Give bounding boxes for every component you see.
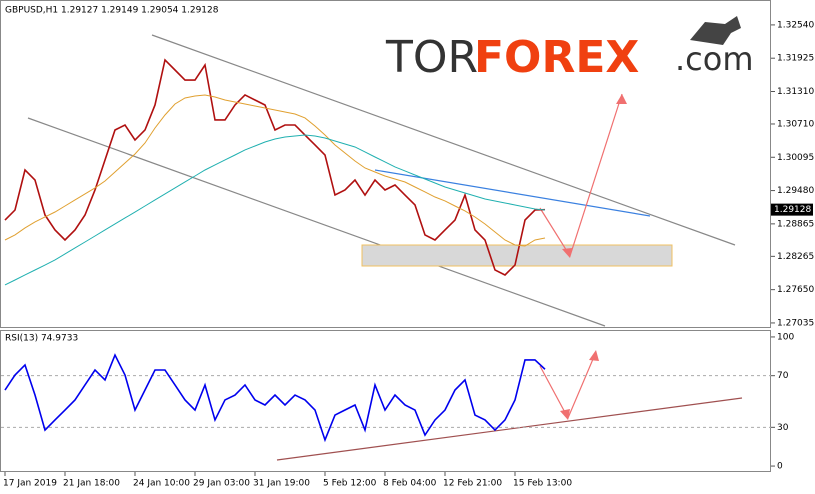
series-line (4, 94, 546, 247)
x-tick-label: 17 Jan 2019 (3, 479, 57, 489)
y-tick-label: 1.29480 (777, 186, 814, 196)
y-tick-label: 1.27035 (777, 318, 814, 328)
forecast-arrow (539, 93, 623, 258)
logo-forex: FOREX (474, 32, 639, 83)
series-line (4, 58, 546, 276)
chart-title: GBPUSD,H1 1.29127 1.29149 1.29054 1.2912… (5, 6, 219, 16)
arrow-head (562, 248, 572, 258)
last-price-box (771, 203, 813, 216)
y-tick-label: 1.28265 (777, 252, 814, 262)
y-tick-label: 1.28865 (777, 219, 814, 229)
x-tick-label: 29 Jan 03:00 (193, 479, 250, 489)
x-tick-label: 15 Feb 13:00 (513, 479, 572, 489)
y-tick-label: 1.31310 (777, 87, 814, 97)
arrow-head (616, 94, 627, 104)
channel-upper (151, 34, 736, 246)
x-tick-label: 12 Feb 21:00 (443, 479, 502, 489)
series-line (4, 134, 546, 286)
rsi-title: RSI(13) 74.9733 (5, 334, 78, 344)
last-price-label: 1.29128 (774, 205, 811, 215)
y-tick-label: 1.30710 (777, 119, 814, 129)
y-tick-label: 0 (777, 462, 783, 472)
y-tick-label: 70 (777, 371, 789, 381)
x-tick-label: 5 Feb 12:00 (323, 479, 377, 489)
logo-com: .com (675, 40, 754, 78)
y-tick-label: 1.32540 (777, 20, 814, 30)
y-tick-label: 30 (777, 423, 789, 433)
y-tick-label: 1.31925 (777, 54, 814, 64)
logo-tor: TOR (385, 32, 478, 83)
bull-icon (690, 16, 741, 45)
x-tick-label: 8 Feb 04:00 (383, 479, 437, 489)
main-panel (0, 0, 771, 328)
x-tick-label: 24 Jan 10:00 (133, 479, 190, 489)
arrow-head (560, 409, 570, 420)
logo: TOR FOREX .com (385, 16, 754, 83)
arrow-head (589, 350, 599, 361)
x-tick-label: 21 Jan 18:00 (63, 479, 120, 489)
rsi-trend-line (276, 397, 743, 461)
y-tick-label: 100 (777, 332, 794, 342)
rsi-panel (0, 330, 771, 472)
rsi-arrow (539, 351, 597, 420)
y-tick-label: 1.27650 (777, 285, 814, 295)
channel-lower (27, 117, 606, 327)
y-tick-label: 1.30095 (777, 153, 814, 163)
x-tick-label: 31 Jan 19:00 (253, 479, 310, 489)
series-line (4, 353, 546, 443)
